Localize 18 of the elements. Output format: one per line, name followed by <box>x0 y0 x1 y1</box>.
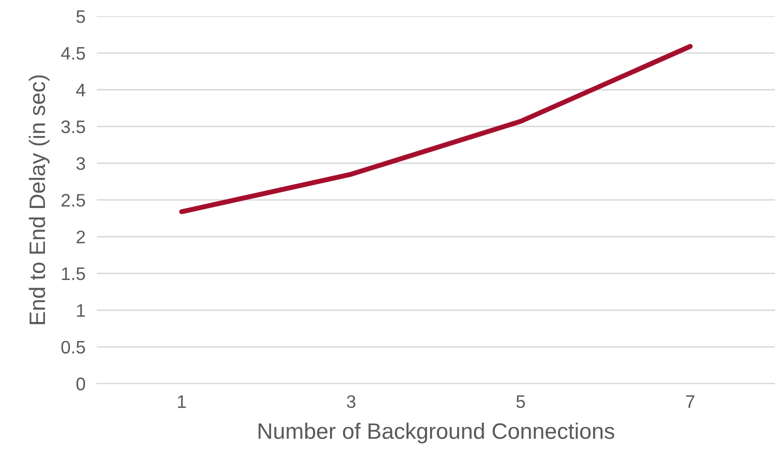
x-tick-label: 7 <box>686 395 694 408</box>
y-tick-label: 4 <box>76 84 86 96</box>
y-tick-label: 0 <box>76 378 86 390</box>
y-tick-label: 2 <box>76 230 85 244</box>
y-tick-label: 5 <box>76 10 86 23</box>
y-tick-label: 4.5 <box>61 47 86 60</box>
y-tick-label: 3 <box>76 157 85 170</box>
y-axis-title: End to End Delay (in sec) <box>28 75 50 324</box>
y-tick-label: 2.5 <box>62 194 86 207</box>
x-tick-label: 3 <box>346 395 356 408</box>
y-tick-label: 1.5 <box>62 268 86 280</box>
x-tick-label: 5 <box>516 395 525 408</box>
line-series <box>179 44 693 214</box>
y-tick-label: 1 <box>77 304 85 317</box>
y-tick-label: 3.5 <box>61 120 86 134</box>
x-tick-label: 1 <box>178 395 186 408</box>
x-axis-title: Number of Background Connections <box>258 422 614 444</box>
y-tick-label: 0.5 <box>61 340 86 354</box>
